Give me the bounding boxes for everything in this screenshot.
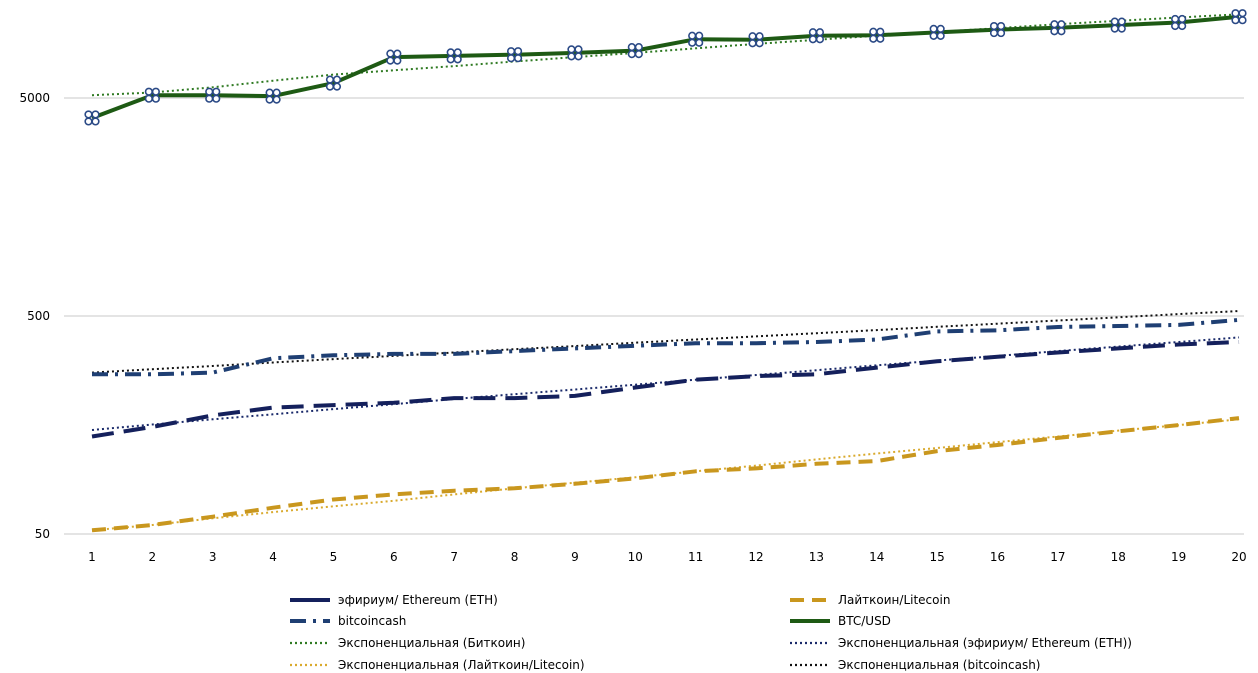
x-tick-label: 4	[269, 550, 277, 564]
series-line	[91, 14, 1240, 120]
data-point-marker	[506, 47, 523, 63]
x-tick-label: 13	[809, 550, 824, 564]
data-point-marker	[989, 21, 1006, 38]
series-line	[91, 340, 1240, 439]
x-tick-label: 3	[209, 550, 217, 564]
legend-label: Экспоненциальная (Лайткоин/Litecoin)	[338, 658, 585, 672]
plot-area	[84, 9, 1247, 533]
data-point-marker	[265, 88, 281, 104]
data-point-marker	[688, 31, 704, 47]
data-point-marker	[627, 42, 643, 59]
series-line	[91, 13, 1240, 97]
x-tick-label: 6	[390, 550, 398, 564]
series-1	[91, 416, 1240, 533]
data-point-marker	[386, 49, 402, 65]
legend-item: Лайткоин/Litecoin	[790, 593, 950, 607]
data-point-marker	[567, 45, 583, 61]
legend-item: bitcoincash	[290, 614, 406, 628]
y-tick-label: 500	[27, 309, 50, 323]
x-tick-label: 7	[450, 550, 458, 564]
data-point-marker	[1050, 20, 1066, 36]
series-line	[91, 310, 1240, 374]
data-point-marker	[144, 87, 160, 103]
legend-item: BTC/USD	[790, 614, 891, 628]
legend-label: эфириум/ Ethereum (ETH)	[338, 593, 498, 607]
x-tick-label: 17	[1050, 550, 1065, 564]
x-tick-label: 12	[748, 550, 763, 564]
grid-lines	[64, 97, 1244, 535]
data-point-marker	[929, 24, 945, 40]
x-tick-label: 14	[869, 550, 884, 564]
data-point-marker	[869, 27, 885, 43]
x-tick-label: 19	[1171, 550, 1186, 564]
legend-label: Лайткоин/Litecoin	[838, 593, 950, 607]
data-point-marker	[446, 48, 462, 64]
x-tick-label: 8	[511, 550, 519, 564]
legend-label: bitcoincash	[338, 614, 406, 628]
data-point-marker	[1110, 17, 1126, 33]
data-point-marker	[205, 87, 221, 103]
legend: эфириум/ Ethereum (ETH) Лайткоин/Litecoin…	[290, 593, 1132, 672]
x-tick-label: 11	[688, 550, 703, 564]
series-2	[92, 317, 1240, 377]
x-tick-label: 20	[1231, 550, 1246, 564]
data-point-marker	[84, 110, 100, 126]
legend-item: Экспоненциальная (Лайткоин/Litecoin)	[290, 658, 585, 672]
legend-item: Экспоненциальная (bitcoincash)	[790, 658, 1041, 672]
data-point-marker	[808, 28, 825, 44]
series-7	[91, 310, 1240, 374]
legend-label: BTC/USD	[838, 614, 891, 628]
x-tick-label: 2	[149, 550, 157, 564]
series-3	[84, 9, 1247, 126]
x-tick-label: 5	[330, 550, 338, 564]
x-tick-label: 15	[930, 550, 945, 564]
x-tick-label: 9	[571, 550, 579, 564]
data-point-marker	[325, 75, 342, 91]
y-tick-label: 50	[35, 527, 50, 541]
legend-item: Экспоненциальная (Биткоин)	[290, 636, 525, 650]
x-tick-label: 10	[628, 550, 643, 564]
x-axis-ticks: 1 2 3 4 5 6 7 8 9 10 11 12 13 14 15 16 17 18 19 20	[88, 550, 1246, 564]
x-tick-label: 16	[990, 550, 1005, 564]
series-line	[91, 416, 1240, 533]
series-4	[91, 13, 1240, 97]
legend-label: Экспоненциальная (bitcoincash)	[838, 658, 1041, 672]
x-tick-label: 1	[88, 550, 96, 564]
data-point-marker	[748, 32, 764, 48]
series-0	[91, 340, 1240, 439]
legend-item: Экспоненциальная (эфириум/ Ethereum (ETH…	[790, 636, 1132, 650]
data-point-marker	[1171, 14, 1187, 31]
y-axis-ticks: 50 500 5000	[19, 91, 50, 541]
legend-item: эфириум/ Ethereum (ETH)	[290, 593, 498, 607]
data-point-marker	[1231, 9, 1247, 25]
y-tick-label: 5000	[19, 91, 50, 105]
legend-label: Экспоненциальная (Биткоин)	[338, 636, 525, 650]
x-tick-label: 18	[1111, 550, 1126, 564]
legend-label: Экспоненциальная (эфириум/ Ethereum (ETH…	[838, 636, 1132, 650]
series-line	[92, 317, 1240, 377]
